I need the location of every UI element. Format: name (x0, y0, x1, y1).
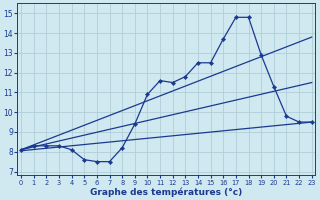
X-axis label: Graphe des températures (°c): Graphe des températures (°c) (90, 187, 243, 197)
